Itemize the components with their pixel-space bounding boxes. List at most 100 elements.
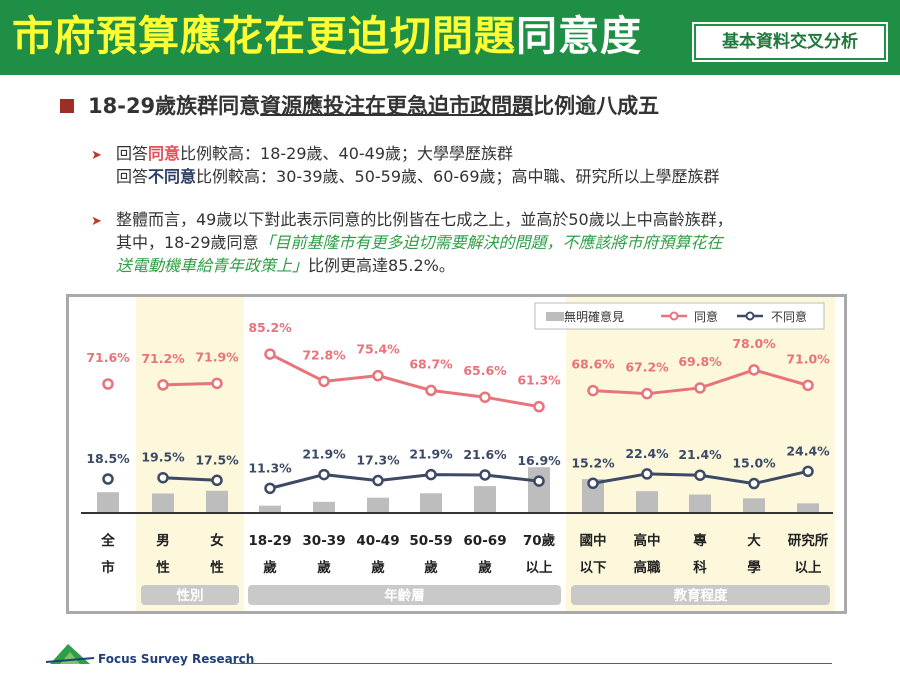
bar-no-opinion: [743, 498, 765, 513]
bar-no-opinion: [636, 491, 658, 513]
heading-post: 比例逾八成五: [533, 94, 660, 118]
category-label-top: 50-59: [409, 533, 452, 549]
arrow-bullet-icon: ➤: [91, 214, 102, 229]
data-label-agree: 67.2%: [625, 360, 669, 375]
chart-frame: 71.6% 71.2% 71.9% 85.2% 72.8% 75.4% 68.7% 65.6%…: [66, 294, 847, 614]
category-label-top: 全: [100, 532, 115, 549]
point-agree: [157, 379, 169, 391]
group-label: 年齡層: [384, 587, 425, 604]
data-label-disagree: 17.3%: [356, 453, 400, 468]
point-disagree: [372, 474, 384, 487]
group-band: [248, 585, 561, 605]
category-label-bottom: 歲: [317, 559, 331, 576]
bar-no-opinion: [313, 501, 335, 513]
data-label-agree: 78.0%: [732, 336, 776, 351]
data-label-disagree: 22.4%: [625, 446, 669, 461]
category-label-top: 高中: [634, 532, 661, 549]
data-label-agree: 61.3%: [517, 373, 561, 388]
category-label-top: 女: [210, 532, 224, 549]
bar-no-opinion: [420, 493, 442, 513]
data-label-disagree: 21.6%: [463, 447, 507, 462]
category-label-top: 60-69: [463, 533, 506, 549]
data-label-agree: 68.7%: [409, 356, 453, 371]
data-label-agree: 75.4%: [356, 342, 400, 357]
point-disagree: [641, 468, 653, 480]
finding-agree-key: 同意: [148, 144, 181, 163]
legend-marker-agree: [669, 311, 679, 321]
data-label-disagree: 16.9%: [517, 453, 561, 468]
category-label-bottom: 歲: [424, 559, 438, 576]
bar-no-opinion: [206, 490, 228, 513]
analysis-tag: 基本資料交叉分析: [692, 22, 888, 62]
point-agree: [318, 375, 330, 388]
data-label-disagree: 18.5%: [86, 451, 130, 466]
heading-underlined: 資源應投注在更急迫市政問題: [260, 94, 534, 118]
point-disagree: [802, 465, 814, 478]
finding-overall-line2: 其中，18-29歲同意「目前基隆市有更多迫切需要解決的問題，不應該將市府預算花在: [116, 231, 723, 254]
bar-no-opinion: [582, 478, 604, 513]
finding-disagree-key: 不同意: [148, 167, 197, 186]
point-agree: [264, 348, 276, 360]
group-label: 性別: [177, 587, 204, 604]
category-label-bottom: 科: [693, 559, 707, 576]
category-label-top: 大: [747, 532, 761, 549]
point-disagree: [533, 475, 545, 487]
legend-box: [534, 302, 825, 330]
data-label-agree: 68.6%: [571, 357, 615, 372]
data-label-disagree: 11.3%: [248, 460, 292, 475]
point-disagree: [694, 469, 706, 481]
category-label-top: 研究所: [788, 532, 829, 549]
arrow-bullet-icon: ➤: [91, 148, 102, 163]
category-label-bottom: 歲: [478, 559, 492, 576]
category-label-bottom: 歲: [371, 559, 385, 576]
legend-label-no-opinion: 無明確意見: [564, 309, 624, 324]
finding-disagree: 回答不同意比例較高：30-39歲、50-59歲、60-69歲；高中職、研究所以上…: [116, 165, 720, 188]
finding-overall-line1: 整體而言，49歲以下對此表示同意的比例皆在七成之上，並高於50歲以上中高齡族群，: [116, 210, 733, 229]
group-label: 教育程度: [674, 587, 728, 604]
category-label-top: 30-39: [302, 533, 345, 549]
data-label-agree: 71.6%: [86, 350, 130, 365]
category-label-bottom: 性: [156, 559, 170, 576]
overall-line2-quote: 「目前基隆市有更多迫切需要解決的問題，不應該將市府預算花在: [258, 233, 723, 252]
data-label-disagree: 17.5%: [195, 452, 239, 467]
bar-no-opinion: [152, 493, 174, 513]
overall-line2-pre: 其中，18-29歲同意: [116, 233, 259, 252]
page-title: 市府預算應花在更迫切問題同意度: [12, 8, 642, 64]
data-label-disagree: 21.4%: [678, 447, 722, 462]
legend-label-agree: 同意: [694, 309, 718, 324]
finding-overall-line3: 送電動機車給青年政策上」比例更高達85.2%。: [116, 254, 455, 277]
data-label-disagree: 15.2%: [571, 455, 615, 470]
point-agree: [802, 379, 814, 392]
category-label-top: 男: [156, 533, 170, 549]
group-background: [566, 297, 835, 611]
data-label-disagree: 15.0%: [732, 456, 776, 471]
point-disagree: [318, 468, 330, 481]
footer-divider: [230, 663, 832, 664]
category-label-top: 國中: [580, 532, 607, 549]
point-disagree: [102, 473, 114, 485]
finding-agree-post: 比例較高：18-29歲、40-49歲；大學學歷族群: [180, 144, 514, 163]
point-disagree: [157, 471, 169, 484]
category-label-bottom: 高職: [634, 559, 662, 576]
category-label-bottom: 以下: [580, 560, 608, 576]
point-agree: [479, 391, 491, 403]
data-label-agree: 65.6%: [463, 363, 507, 378]
point-agree: [372, 369, 384, 382]
category-label-top: 專: [693, 532, 707, 549]
overall-line3-quote: 送電動機車給青年政策上」: [116, 256, 309, 275]
data-label-disagree: 21.9%: [409, 447, 453, 462]
heading-pre: 18-29歲族群同意: [88, 94, 261, 118]
group-background: [136, 297, 244, 611]
legend-label-disagree: 不同意: [771, 309, 807, 324]
page-title-rest: 同意度: [516, 12, 642, 60]
series-line-disagree: [269, 473, 540, 490]
point-disagree: [748, 477, 760, 490]
bar-no-opinion: [259, 505, 281, 513]
finding-agree-pre: 回答: [116, 144, 149, 163]
series-line-agree: [269, 352, 540, 409]
point-agree: [425, 384, 437, 397]
data-label-disagree: 19.5%: [141, 450, 185, 465]
category-label-top: 70歲: [523, 532, 556, 549]
data-label-disagree: 24.4%: [786, 443, 830, 458]
finding-disagree-post: 比例較高：30-39歲、50-59歲、60-69歲；高中職、研究所以上學歷族群: [196, 167, 720, 186]
